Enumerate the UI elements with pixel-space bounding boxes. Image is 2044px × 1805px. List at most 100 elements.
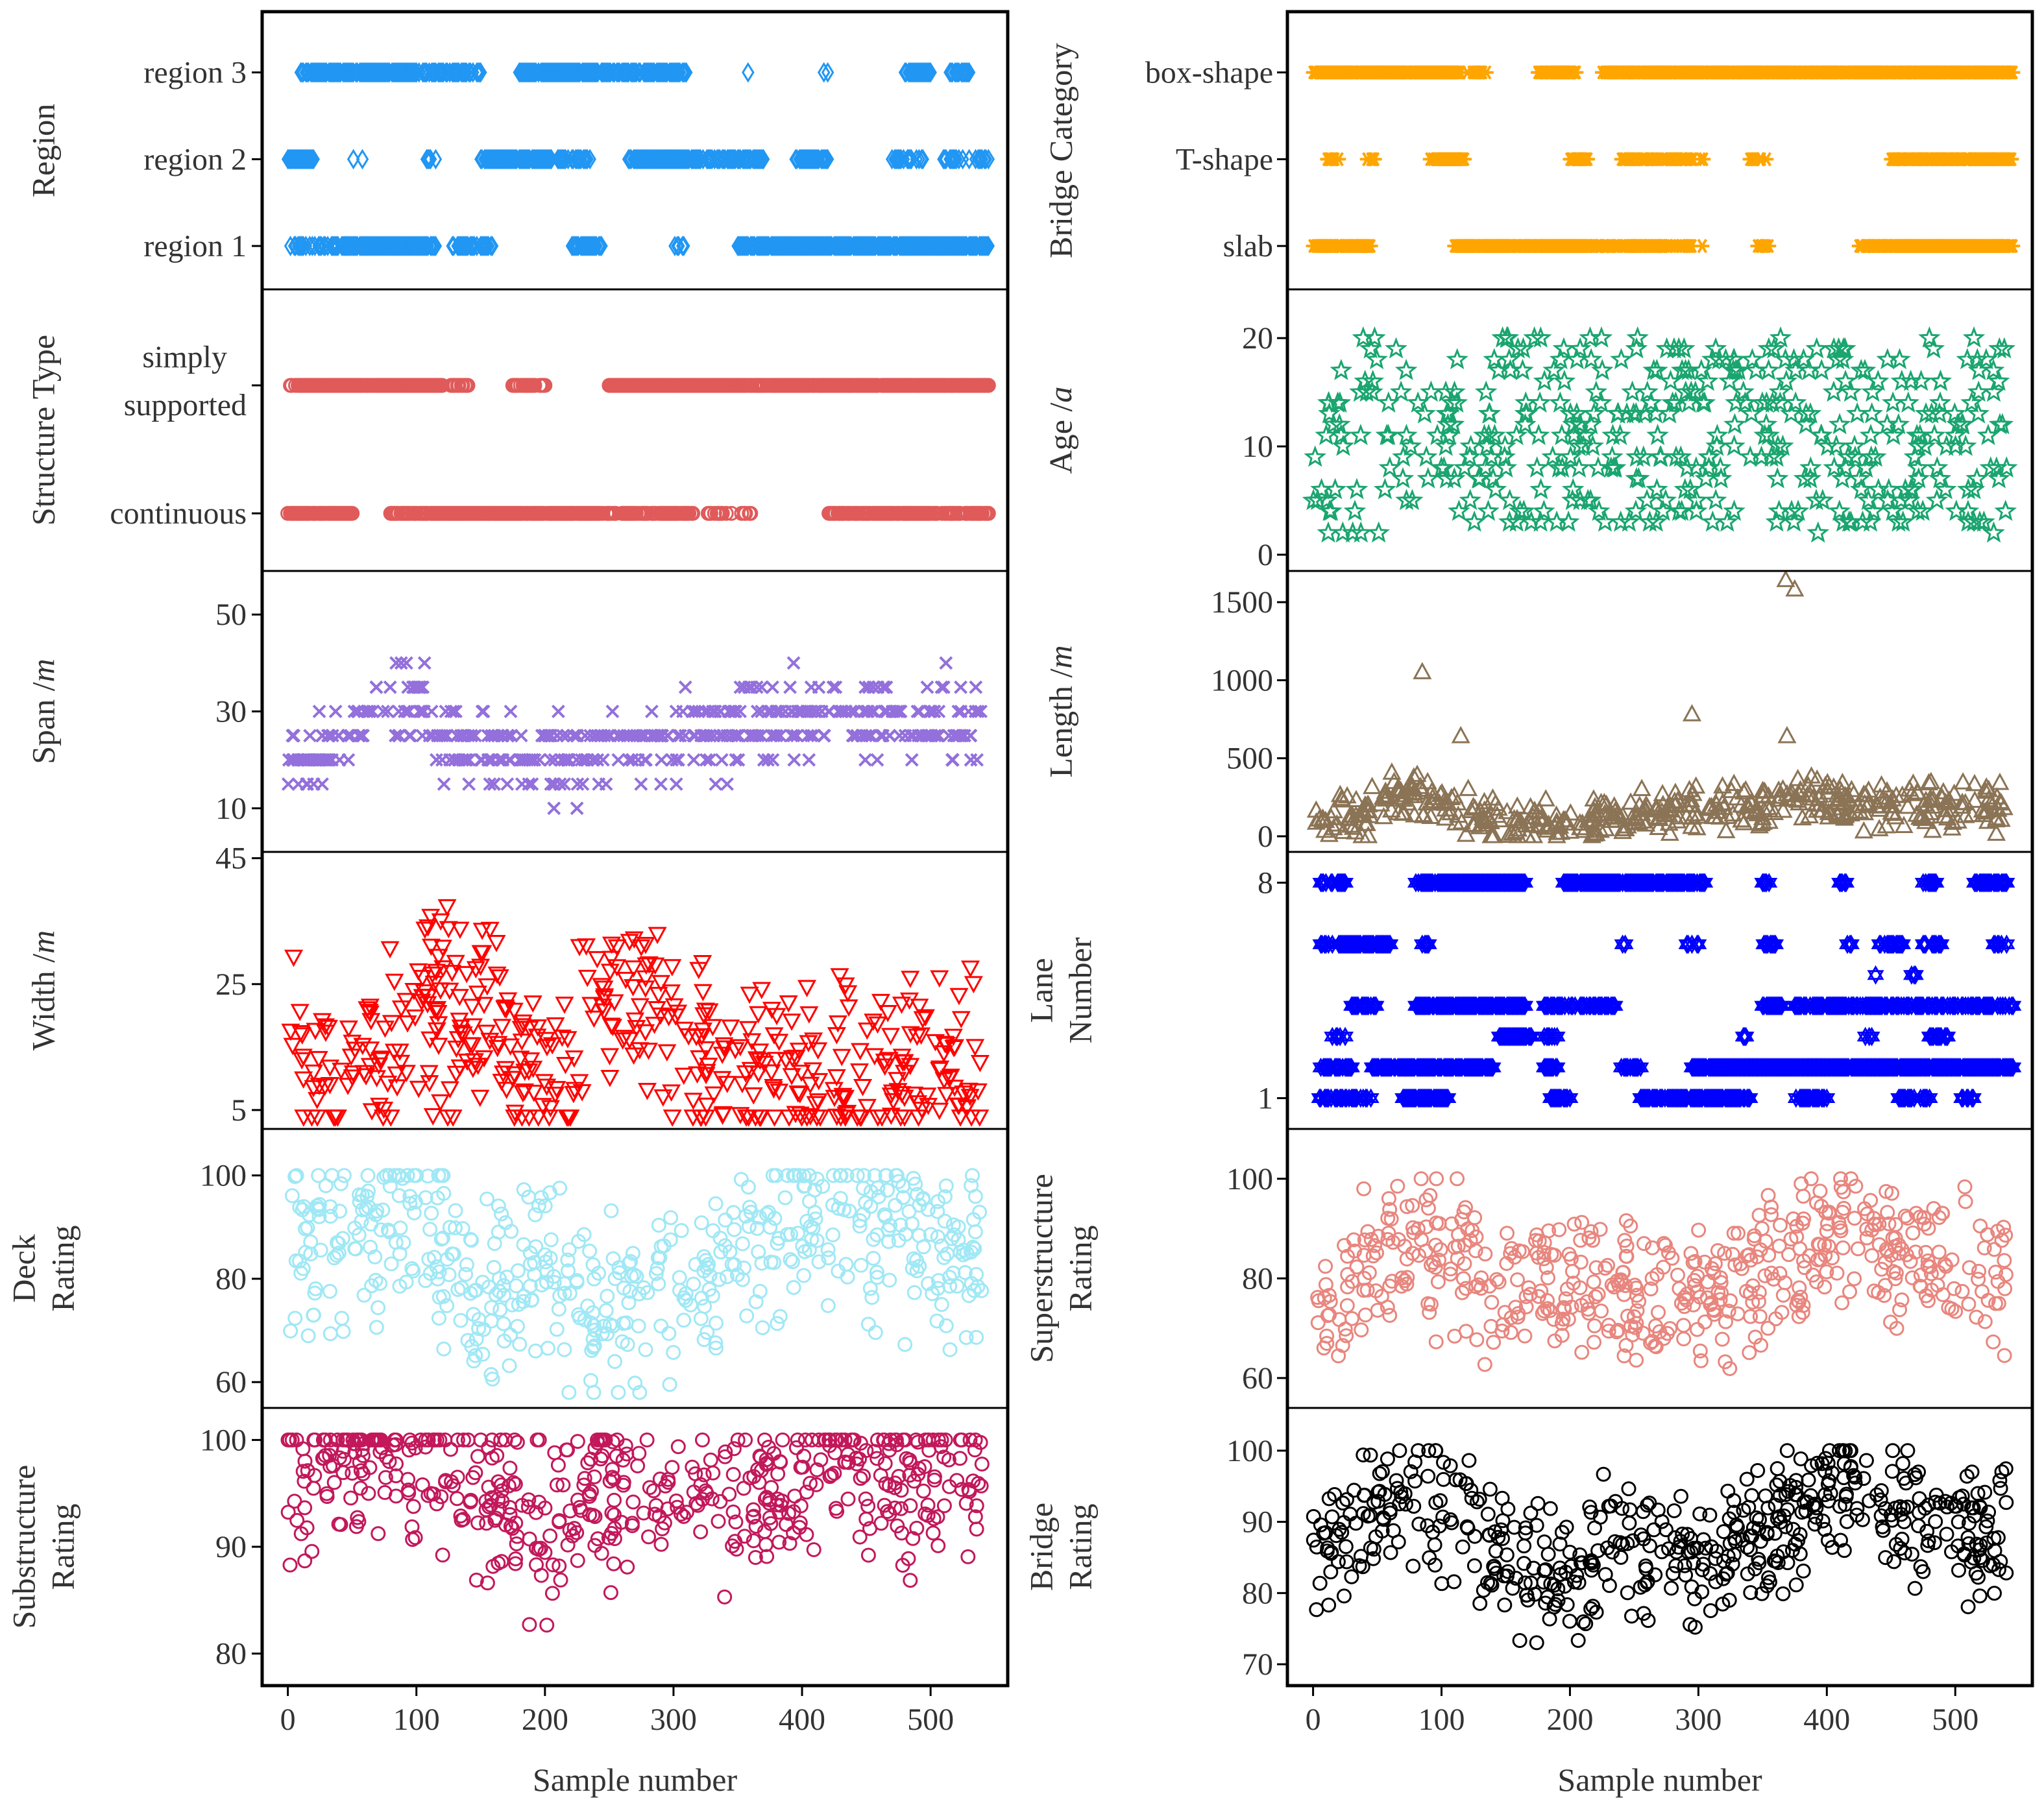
data-point (718, 505, 734, 521)
data-point (751, 1244, 766, 1259)
data-point (391, 1054, 411, 1072)
data-point (1923, 424, 1946, 446)
data-point (586, 62, 599, 83)
data-point (864, 1290, 880, 1305)
data-point (424, 1205, 439, 1221)
data-point (858, 753, 872, 767)
data-point (449, 705, 463, 718)
data-point (429, 1037, 448, 1056)
data-point (847, 1109, 867, 1127)
data-point (957, 62, 971, 83)
data-point (510, 1318, 525, 1334)
data-point (834, 705, 848, 718)
data-point (434, 1168, 450, 1183)
data-point (647, 1000, 666, 1019)
data-point (295, 1261, 311, 1276)
data-point (949, 729, 963, 743)
data-point (912, 1027, 931, 1045)
data-point (561, 1263, 576, 1279)
data-point (792, 705, 806, 718)
data-point (949, 987, 969, 1006)
data-point (672, 753, 685, 767)
data-point (687, 753, 701, 767)
data-point (523, 753, 537, 767)
data-point (881, 1087, 901, 1105)
data-point (606, 1556, 622, 1571)
data-point (639, 1043, 658, 1060)
data-point (858, 1491, 873, 1507)
data-point (965, 1168, 980, 1183)
data-point (705, 1223, 721, 1239)
data-point (1474, 380, 1498, 402)
data-point (772, 1309, 788, 1324)
data-point (494, 1206, 509, 1222)
data-point (797, 980, 817, 997)
data-point (1552, 337, 1576, 359)
data-point (872, 1109, 892, 1127)
data-point (657, 1044, 677, 1062)
data-point (546, 1017, 565, 1035)
data-point (664, 1460, 680, 1475)
data-point (413, 969, 432, 987)
data-point (1926, 456, 1949, 478)
data-point (766, 1255, 782, 1270)
data-point (380, 705, 395, 718)
data-point (790, 729, 804, 743)
data-point (764, 729, 779, 743)
data-point (691, 149, 705, 170)
data-point (1928, 391, 1952, 413)
data-point (860, 1316, 876, 1332)
data-point (492, 1073, 511, 1091)
data-point (641, 1529, 656, 1545)
data-point (412, 993, 432, 1012)
data-point (767, 1052, 786, 1069)
y-tick-label: 90 (215, 1530, 247, 1564)
data-point (683, 1093, 703, 1110)
data-point (490, 969, 509, 987)
data-point (978, 236, 992, 256)
data-point (581, 149, 594, 170)
data-point (291, 777, 306, 791)
data-point (302, 149, 315, 170)
y-axis-title: Age /a (1042, 387, 1078, 474)
data-point (790, 1226, 805, 1241)
data-point (484, 1300, 500, 1315)
data-point (783, 1252, 798, 1267)
data-point (696, 1249, 712, 1265)
data-point (764, 1027, 784, 1045)
data-point (425, 236, 439, 256)
data-point (474, 1050, 494, 1068)
data-point (731, 753, 746, 767)
data-point (1859, 424, 1882, 446)
data-point (970, 753, 984, 767)
data-point (343, 1069, 362, 1087)
data-point (287, 1494, 302, 1509)
data-point (433, 939, 452, 957)
data-point (668, 1004, 688, 1023)
data-point (693, 984, 712, 1002)
data-point (527, 378, 542, 393)
data-point (1704, 489, 1727, 511)
data-point (510, 1263, 526, 1278)
data-point (475, 705, 489, 718)
data-point (1876, 348, 1899, 370)
data-point (755, 1320, 770, 1335)
data-point (893, 1054, 912, 1072)
data-point (947, 149, 960, 170)
x-tick-label: 500 (907, 1702, 954, 1737)
data-point (505, 1066, 524, 1084)
data-point (651, 975, 671, 993)
data-point (844, 705, 858, 718)
data-point (978, 149, 992, 170)
data-point (708, 1196, 724, 1211)
data-point (630, 1458, 646, 1473)
data-point (672, 1270, 687, 1285)
data-point (473, 62, 486, 83)
data-point (639, 1432, 655, 1448)
data-point (654, 753, 668, 767)
data-point (470, 1515, 486, 1531)
data-point (809, 1072, 829, 1091)
y-tick-label: 100 (200, 1159, 247, 1193)
data-point (404, 729, 417, 743)
data-point (522, 1531, 537, 1547)
